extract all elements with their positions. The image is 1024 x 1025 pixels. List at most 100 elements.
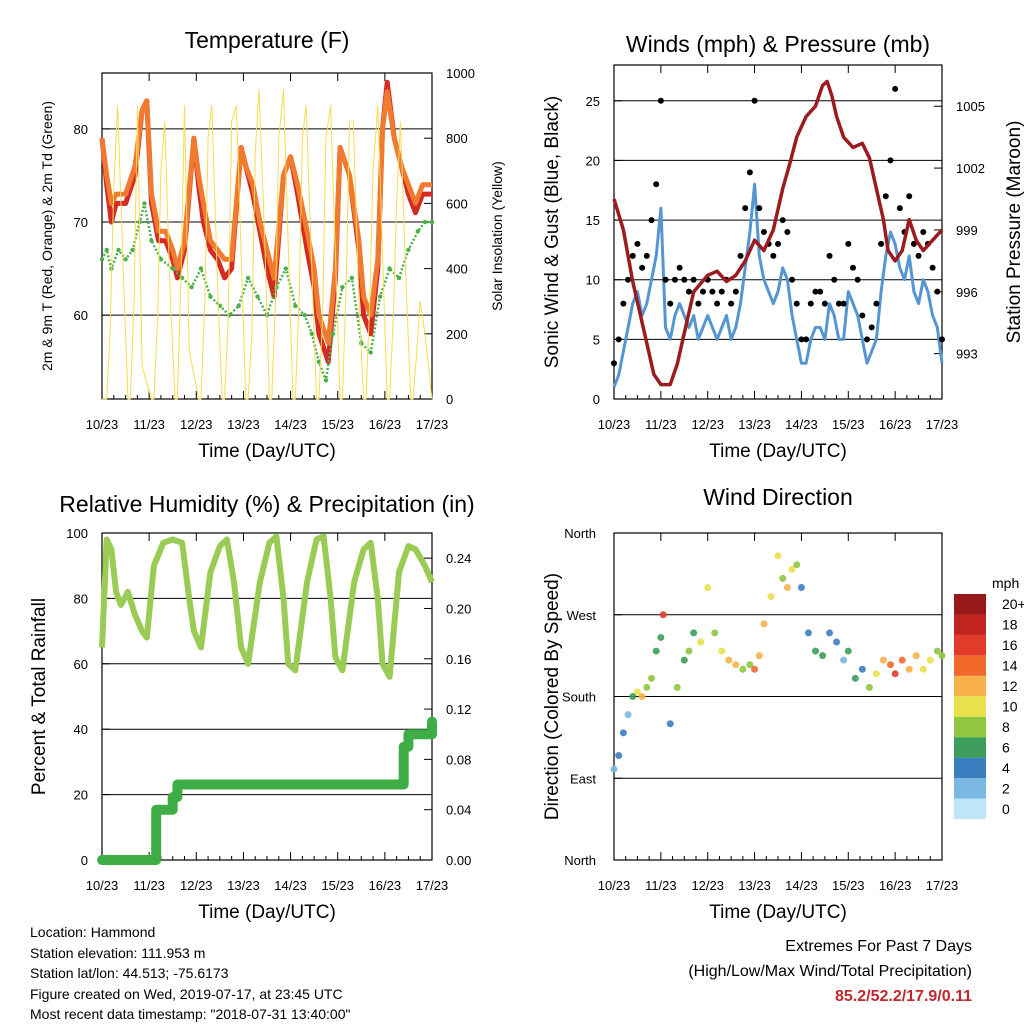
gust-point [840,300,847,307]
gust-point [939,336,945,343]
direction-point [879,656,887,664]
direction-point [685,647,693,655]
dewpoint-point [255,294,260,299]
temperature-y2-axis-label: Solar Insolation (Yellow) [489,161,505,311]
direction-point [760,620,768,628]
winds-y-tick-label: 5 [593,332,600,347]
colorbar-label: 2 [1002,780,1010,796]
humidity-y-tick-label: 0 [81,853,88,868]
gust-point [657,97,664,104]
direction-tick-label: West [567,608,597,623]
gust-point [920,229,927,235]
dewpoint-point [245,275,251,281]
dewpoint-point [99,257,105,262]
direction-point [912,652,920,660]
winds-y-tick-label: 0 [593,392,600,407]
direction-x-tick-label: 10/23 [598,878,631,893]
colorbar-swatch [954,675,986,697]
humidity-x-tick-label: 16/23 [369,878,402,893]
direction-point [767,593,775,601]
station-elevation: Station elevation: 111.953 m [30,944,206,961]
dewpoint-point [142,201,147,206]
direction-point [680,656,688,664]
winds-y2-tick-label: 1002 [956,161,985,176]
gust-point [756,205,763,212]
gust-point [793,300,800,307]
dewpoint-point [377,294,383,299]
temperature-y2-tick-label: 600 [446,196,468,211]
colorbar-label: 6 [1002,739,1010,755]
direction-point [938,652,946,660]
humidity-x-tick-label: 15/23 [321,878,354,893]
direction-point [851,674,859,682]
direction-tick-label: South [562,690,596,705]
direction-x-axis-label: Time (Day/UTC) [709,902,847,923]
dewpoint-point [104,247,109,253]
direction-point [886,661,894,669]
winds-x-tick-label: 10/23 [598,417,631,432]
gust-point [779,217,786,224]
direction-x-tick-label: 12/23 [691,878,724,893]
humidity-x-axis-label: Time (Day/UTC) [198,902,336,923]
direction-plot-frame [613,532,943,861]
temperature-x-tick-label: 10/23 [86,417,119,432]
direction-point [673,683,681,691]
colorbar-label: 12 [1002,678,1018,694]
dewpoint-point [170,266,175,271]
precip-series-line [97,716,437,865]
gust-point [690,276,697,283]
humidity-y2-tick-label: 0.24 [446,551,471,566]
colorbar-label: 0 [1002,801,1010,817]
dewpoint-point [340,285,345,290]
gust-point [653,181,660,188]
gust-point [671,276,678,283]
humidity-y2-tick-label: 0.04 [446,803,471,818]
winds-x-tick-label: 16/23 [879,417,912,432]
direction-point [659,611,667,619]
direction-x-tick-label: 17/23 [926,878,959,893]
direction-point [793,561,801,569]
gust-point [728,300,735,307]
direction-point [657,633,665,641]
gust-point [934,288,941,295]
gust-point [864,336,871,343]
direction-point [633,688,641,696]
gust-point [798,336,805,343]
figure-created: Figure created on Wed, 2019-07-17, at 23… [30,985,343,1002]
gust-point [915,252,922,259]
dewpoint-point [396,275,402,281]
direction-x-tick-label: 15/23 [832,878,865,893]
gust-point [639,264,646,271]
direction-point [797,584,805,591]
direction-point [711,629,719,637]
humidity-title: Relative Humidity (%) & Precipitation (i… [59,491,474,517]
direction-point [666,720,674,728]
direction-point [732,661,740,669]
gust-point [667,300,674,307]
colorbar-swatch [954,594,986,615]
temperature-x-tick-label: 15/23 [321,417,354,432]
direction-point [840,656,848,664]
colorbar-label: 4 [1002,760,1010,776]
humidity-y-axis-label: Percent & Total Rainfall [29,598,50,795]
colorbar-label: 14 [1002,658,1018,674]
gust-point [826,252,833,259]
gust-point [887,157,894,164]
dewpoint-point [309,331,314,336]
humidity-y2-tick-label: 0.16 [446,652,471,667]
gust-point [662,276,669,283]
direction-point [919,665,927,673]
direction-point [933,647,941,655]
humidity-y-tick-label: 20 [74,788,88,803]
winds-y-tick-label: 10 [586,273,600,288]
dewpoint-point [415,229,421,234]
direction-point [779,574,787,582]
gust-point [859,312,866,319]
colorbar-title: mph [992,575,1019,591]
gust-point [746,169,753,176]
gust-point [849,264,856,271]
station-info: Location: Hammond Station elevation: 111… [30,922,350,1025]
winds-x-tick-label: 15/23 [832,417,865,432]
direction-point [891,670,899,678]
